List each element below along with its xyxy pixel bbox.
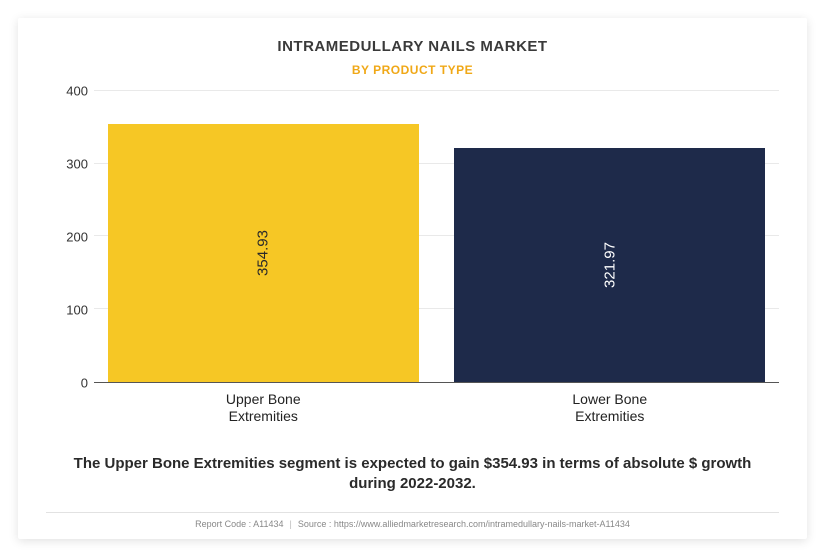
x-axis-labels: Upper Bone Extremities Lower Bone Extrem… — [94, 391, 779, 426]
y-tick: 300 — [66, 156, 88, 171]
plot-area: 354.93 321.97 — [94, 91, 779, 383]
x-label-line1: Upper Bone — [226, 391, 301, 407]
x-label-line1: Lower Bone — [572, 391, 647, 407]
separator: | — [290, 519, 292, 529]
y-tick: 100 — [66, 302, 88, 317]
chart-card: INTRAMEDULLARY NAILS MARKET BY PRODUCT T… — [18, 18, 807, 539]
x-label-line2: Extremities — [229, 408, 298, 424]
y-axis: 400 300 200 100 0 — [46, 91, 94, 383]
y-tick: 400 — [66, 84, 88, 99]
x-label-line2: Extremities — [575, 408, 644, 424]
source-text: Source : https://www.alliedmarketresearc… — [298, 519, 630, 529]
x-label: Upper Bone Extremities — [94, 391, 433, 426]
bar-slot: 354.93 — [94, 91, 433, 382]
x-label: Lower Bone Extremities — [441, 391, 780, 426]
chart-title: INTRAMEDULLARY NAILS MARKET — [46, 38, 779, 55]
bar-value-label: 354.93 — [255, 230, 272, 276]
chart-caption: The Upper Bone Extremities segment is ex… — [46, 454, 779, 495]
report-code: Report Code : A11434 — [195, 519, 283, 529]
bar-upper-bone: 354.93 — [108, 124, 419, 382]
y-tick: 200 — [66, 229, 88, 244]
chart-area: 400 300 200 100 0 354.93 321.97 — [46, 91, 779, 383]
x-gap — [433, 391, 441, 426]
bar-value-label: 321.97 — [601, 242, 618, 288]
bar-lower-bone: 321.97 — [454, 148, 765, 382]
bar-slot: 321.97 — [441, 91, 780, 382]
chart-subtitle: BY PRODUCT TYPE — [46, 63, 779, 77]
bars-container: 354.93 321.97 — [94, 91, 779, 382]
y-tick: 0 — [81, 375, 88, 390]
footer: Report Code : A11434 | Source : https://… — [46, 513, 779, 539]
bar-gap — [433, 91, 441, 382]
